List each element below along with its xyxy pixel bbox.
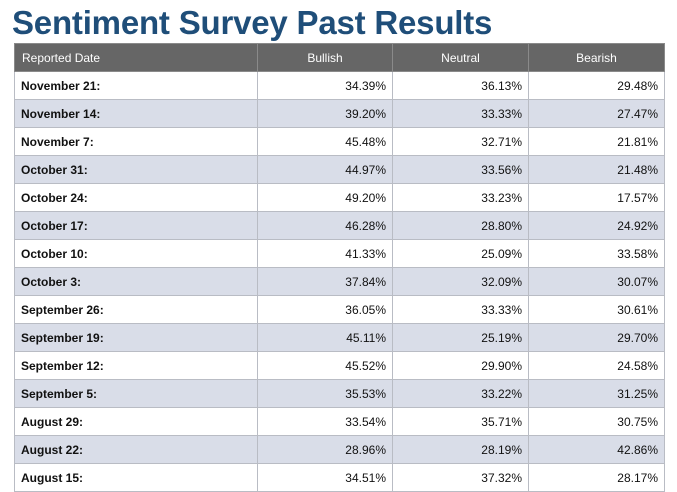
bearish-cell: 29.48% [528,71,665,100]
date-cell: November 14: [14,99,258,128]
table-row: August 29: 33.54% 35.71% 30.75% [14,407,665,436]
page-title: Sentiment Survey Past Results [12,4,493,41]
column-header-reported-date: Reported Date [14,43,258,72]
bullish-cell: 41.33% [257,239,393,268]
table-row: September 26: 36.05% 33.33% 30.61% [14,295,665,324]
bullish-cell: 37.84% [257,267,393,296]
neutral-cell: 33.33% [392,295,529,324]
column-header-bullish: Bullish [257,43,393,72]
table-row: October 31: 44.97% 33.56% 21.48% [14,155,665,184]
table-row: October 24: 49.20% 33.23% 17.57% [14,183,665,212]
bearish-cell: 24.92% [528,211,665,240]
date-cell: September 5: [14,379,258,408]
bullish-cell: 35.53% [257,379,393,408]
column-header-neutral: Neutral [392,43,529,72]
table-row: September 12: 45.52% 29.90% 24.58% [14,351,665,380]
neutral-cell: 28.19% [392,435,529,464]
bullish-cell: 34.51% [257,463,393,492]
bullish-cell: 46.28% [257,211,393,240]
neutral-cell: 33.23% [392,183,529,212]
bullish-cell: 36.05% [257,295,393,324]
bullish-cell: 33.54% [257,407,393,436]
table-row: October 10: 41.33% 25.09% 33.58% [14,239,665,268]
bearish-cell: 27.47% [528,99,665,128]
table-row: November 7: 45.48% 32.71% 21.81% [14,127,665,156]
neutral-cell: 28.80% [392,211,529,240]
date-cell: October 3: [14,267,258,296]
neutral-cell: 25.09% [392,239,529,268]
bearish-cell: 30.07% [528,267,665,296]
table-row: October 3: 37.84% 32.09% 30.07% [14,267,665,296]
table-row: August 15: 34.51% 37.32% 28.17% [14,463,665,492]
bullish-cell: 45.48% [257,127,393,156]
table-body: November 21: 34.39% 36.13% 29.48% November 1… [14,71,665,492]
table-row: November 14: 39.20% 33.33% 27.47% [14,99,665,128]
bullish-cell: 39.20% [257,99,393,128]
neutral-cell: 33.33% [392,99,529,128]
bullish-cell: 45.52% [257,351,393,380]
date-cell: October 10: [14,239,258,268]
date-cell: October 17: [14,211,258,240]
bearish-cell: 29.70% [528,323,665,352]
date-cell: August 15: [14,463,258,492]
neutral-cell: 33.56% [392,155,529,184]
neutral-cell: 35.71% [392,407,529,436]
bullish-cell: 45.11% [257,323,393,352]
bearish-cell: 17.57% [528,183,665,212]
table-row: September 19: 45.11% 25.19% 29.70% [14,323,665,352]
column-header-bearish: Bearish [528,43,665,72]
date-cell: November 21: [14,71,258,100]
bullish-cell: 49.20% [257,183,393,212]
date-cell: October 31: [14,155,258,184]
date-cell: August 29: [14,407,258,436]
date-cell: September 26: [14,295,258,324]
neutral-cell: 29.90% [392,351,529,380]
sentiment-results-table: Reported Date Bullish Neutral Bearish No… [14,43,665,492]
bearish-cell: 21.81% [528,127,665,156]
table-row: September 5: 35.53% 33.22% 31.25% [14,379,665,408]
neutral-cell: 36.13% [392,71,529,100]
bearish-cell: 33.58% [528,239,665,268]
bearish-cell: 24.58% [528,351,665,380]
date-cell: August 22: [14,435,258,464]
table-row: November 21: 34.39% 36.13% 29.48% [14,71,665,100]
date-cell: October 24: [14,183,258,212]
bullish-cell: 34.39% [257,71,393,100]
bearish-cell: 28.17% [528,463,665,492]
bullish-cell: 28.96% [257,435,393,464]
bullish-cell: 44.97% [257,155,393,184]
neutral-cell: 32.09% [392,267,529,296]
bearish-cell: 21.48% [528,155,665,184]
table-row: October 17: 46.28% 28.80% 24.92% [14,211,665,240]
bearish-cell: 31.25% [528,379,665,408]
table-header-row: Reported Date Bullish Neutral Bearish [14,43,665,72]
table-row: August 22: 28.96% 28.19% 42.86% [14,435,665,464]
date-cell: November 7: [14,127,258,156]
neutral-cell: 37.32% [392,463,529,492]
bearish-cell: 30.61% [528,295,665,324]
neutral-cell: 33.22% [392,379,529,408]
neutral-cell: 32.71% [392,127,529,156]
date-cell: September 12: [14,351,258,380]
date-cell: September 19: [14,323,258,352]
neutral-cell: 25.19% [392,323,529,352]
bearish-cell: 42.86% [528,435,665,464]
bearish-cell: 30.75% [528,407,665,436]
